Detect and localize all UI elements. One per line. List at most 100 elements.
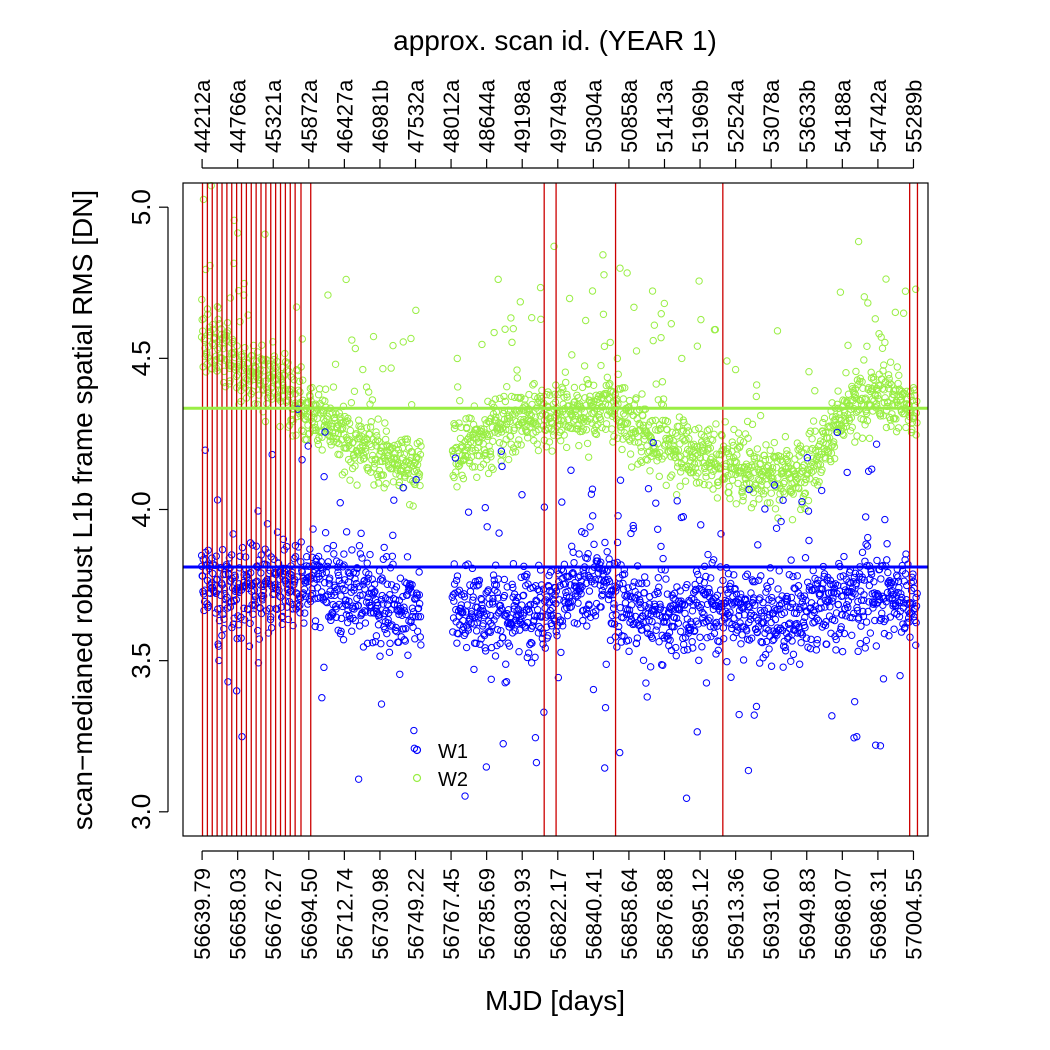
w2-point [214,345,222,354]
w1-point [795,660,804,668]
w1-point [773,631,781,639]
w1-point [625,647,633,656]
w2-point [602,381,610,390]
w1-point [392,583,401,591]
top-tick-label: 44766a [226,79,251,153]
w1-point [363,639,372,648]
w2-point [362,383,371,391]
w1-point [308,589,317,598]
w1-point [751,601,759,609]
w1-point [386,590,394,599]
w2-point [832,412,840,421]
w1-point [781,643,789,652]
w1-point [646,593,654,601]
w2-point [454,462,463,471]
w1-point [785,570,793,579]
w2-point [563,393,571,401]
w1-point [726,608,734,616]
w1-point [736,619,744,627]
w2-point [333,438,341,446]
w1-point [604,575,612,584]
w1-point [414,604,423,613]
w1-point [732,590,741,598]
top-tick-label: 49749a [546,79,571,153]
w1-point [896,671,904,680]
w2-point [620,428,628,437]
w1-point [568,542,576,551]
w1-point [880,629,889,638]
w2-point [712,450,721,458]
w1-point [705,588,714,597]
w2-point [487,463,496,472]
w1-point [855,613,863,622]
w2-point [389,341,397,350]
x-tick-label: 56931.60 [759,868,784,960]
w1-point [716,586,725,594]
w1-point [620,570,629,578]
w2-point [550,242,558,251]
w2-point [762,441,770,449]
w2-point [511,448,520,456]
w2-point [812,477,820,485]
w1-point [828,712,836,720]
w2-point [736,436,744,445]
w1-point [714,646,723,655]
w2-point [529,381,537,389]
w1-point [296,609,304,617]
w2-point [884,399,892,407]
w2-point [672,491,681,499]
w1-point [460,590,468,598]
w1-point [459,608,467,617]
w1-point [377,700,386,708]
w2-point [838,426,846,434]
w1-point [891,602,899,610]
w2-point [584,453,593,461]
w1-point [554,673,563,682]
w1-point [662,613,671,621]
w1-point [326,574,334,582]
w1-point [387,581,396,589]
w2-point [861,421,869,429]
w1-point [807,635,815,644]
w1-point [583,622,591,630]
w2-point [830,438,838,446]
w1-point [897,596,905,605]
w1-point [664,632,672,640]
w2-point [912,431,920,439]
w1-point [453,639,461,647]
w2-point [879,367,887,375]
w1-point [396,574,405,582]
w1-point [525,608,534,616]
w2-point [658,378,667,386]
w1-point [404,651,412,659]
w2-point [588,287,597,295]
w1-point [804,578,812,586]
w1-point [831,580,840,588]
w1-point [462,608,470,616]
w1-point [581,529,589,538]
w1-point [517,573,525,582]
w2-point [486,447,495,456]
w1-point [393,606,401,614]
w1-point [708,600,717,608]
legend-w1-label: W1 [438,741,468,763]
w1-point [686,625,695,634]
w1-point [862,636,871,645]
w2-point [800,490,809,498]
w1-point [912,618,920,627]
w1-point [551,591,559,599]
w2-point [498,424,507,432]
w2-point [610,432,618,441]
w1-point [458,609,466,617]
w2-point [298,335,307,343]
w2-point [308,383,316,392]
w2-point [912,409,921,417]
w2-point [685,434,693,443]
w2-point [394,445,403,454]
legend-w1-marker [412,745,422,755]
w2-point [330,413,339,422]
w1-point [409,623,417,631]
w1-point [663,590,672,598]
w2-point [483,432,492,441]
w2-point [450,473,458,482]
